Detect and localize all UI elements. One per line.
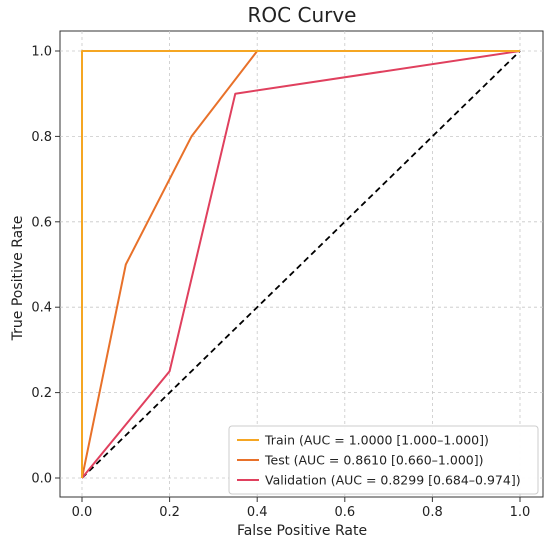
legend-label: Train (AUC = 1.0000 [1.000–1.000]) — [264, 433, 489, 448]
chance-diagonal-line — [81, 50, 521, 479]
series-line-0 — [81, 50, 520, 478]
series-lines — [81, 50, 521, 479]
legend: Train (AUC = 1.0000 [1.000–1.000]) Test (… — [228, 425, 539, 495]
ticks: 0.0 0.2 0.4 0.6 0.8 1.0 0.0 0.2 0.4 0.6 0.8 1.0 — [31, 45, 530, 521]
series-line-2 — [81, 50, 521, 479]
legend-box — [228, 425, 539, 495]
x-tick-label: 0.0 — [72, 505, 93, 520]
x-axis-label: False Positive Rate — [237, 523, 367, 539]
y-tick-label: 0.0 — [31, 472, 52, 487]
x-tick-label: 1.0 — [510, 505, 531, 520]
y-axis-label: True Positive Rate — [10, 216, 26, 342]
legend-label: Test (AUC = 0.8610 [0.660–1.000]) — [264, 453, 483, 468]
y-tick-label: 1.0 — [31, 45, 52, 60]
legend-label: Validation (AUC = 0.8299 [0.684–0.974]) — [265, 473, 521, 488]
x-tick-label: 0.4 — [247, 505, 268, 520]
x-tick-label: 0.6 — [334, 505, 355, 520]
plot-area — [59, 30, 544, 498]
y-tick-label: 0.6 — [31, 215, 52, 230]
x-tick-label: 0.2 — [159, 505, 180, 520]
chart-title: ROC Curve — [248, 3, 357, 27]
y-tick-label: 0.4 — [31, 301, 52, 316]
plot-frame — [59, 30, 544, 498]
x-tick-label: 0.8 — [422, 505, 443, 520]
y-tick-label: 0.2 — [31, 386, 52, 401]
y-tick-label: 0.8 — [31, 130, 52, 145]
